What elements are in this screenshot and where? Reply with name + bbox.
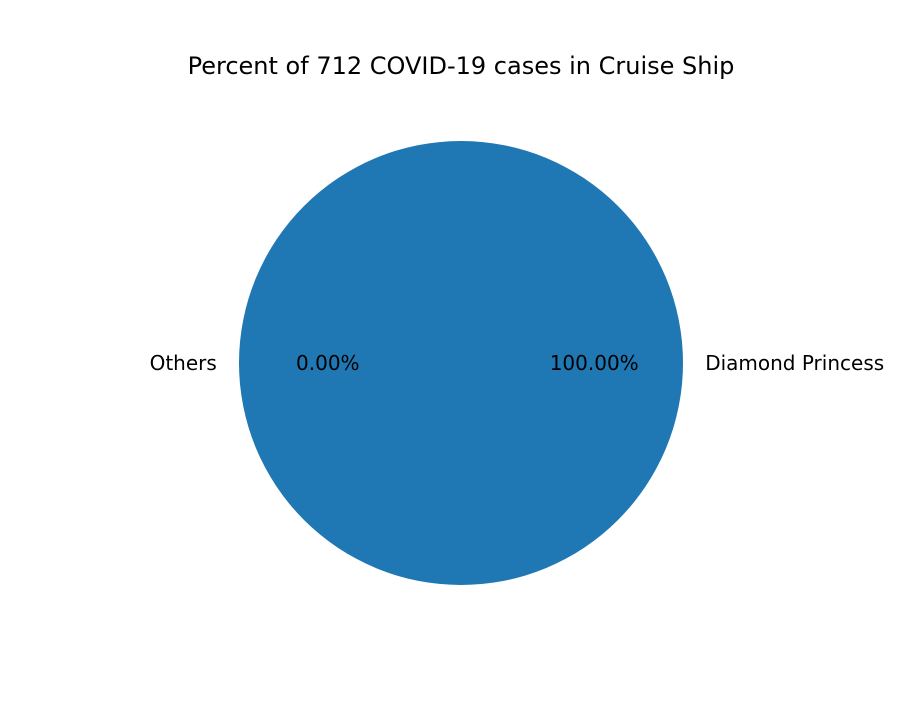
pie-slice-diamond-princess	[239, 141, 683, 585]
pie-slices	[239, 141, 683, 585]
chart-title: Percent of 712 COVID-19 cases in Cruise …	[188, 52, 735, 80]
pie-percent-diamond-princess: 100.00%	[550, 351, 639, 375]
pie-label-others: Others	[150, 351, 217, 375]
pie-percent-others: 0.00%	[296, 351, 360, 375]
pie-labels: Diamond Princess 100.00% Others 0.00%	[150, 351, 885, 375]
pie-label-diamond-princess: Diamond Princess	[705, 351, 884, 375]
